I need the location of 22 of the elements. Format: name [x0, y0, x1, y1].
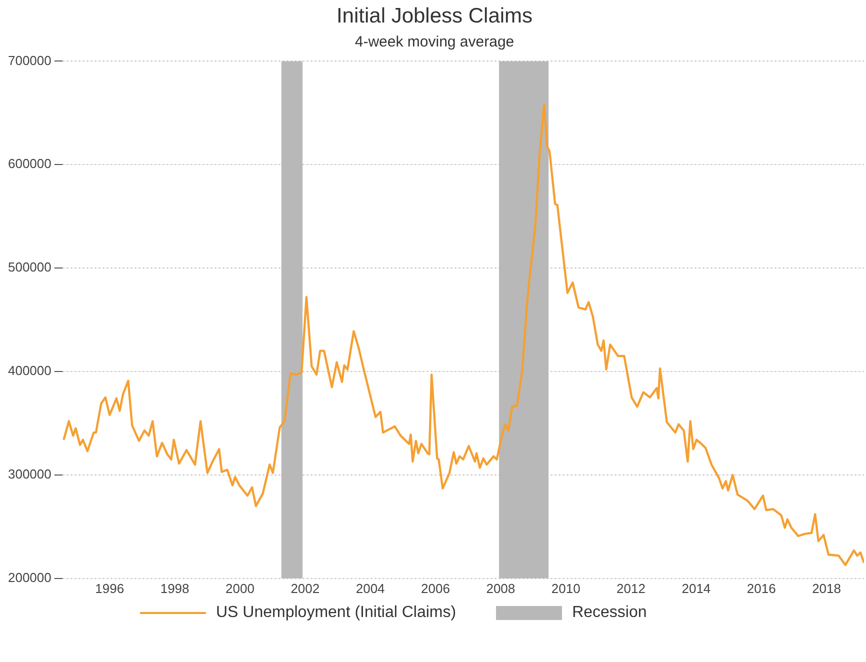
- y-tick-label: 200000: [8, 570, 52, 585]
- x-tick-label: 2010: [551, 580, 580, 596]
- y-tick-label: 400000: [8, 363, 52, 378]
- legend-label: Recession: [572, 604, 647, 622]
- chart-subtitle: 4-week moving average: [354, 33, 514, 50]
- x-tick-label: 2018: [812, 580, 841, 596]
- y-tick-label: 600000: [8, 156, 52, 172]
- x-tick-label: 2008: [486, 580, 516, 596]
- x-tick-label: 2014: [682, 580, 711, 596]
- x-tick-label: 2000: [226, 580, 254, 596]
- x-tick-label: 1996: [95, 580, 124, 596]
- x-tick-label: 2002: [290, 580, 320, 596]
- x-tick-label: 2016: [746, 580, 776, 596]
- y-tick-label: 300000: [8, 466, 52, 482]
- x-tick-label: 2004: [356, 580, 385, 596]
- x-tick-label: 2006: [421, 580, 450, 596]
- y-tick-label: 500000: [8, 260, 52, 275]
- legend-label: US Unemployment (Initial Claims): [216, 604, 456, 622]
- chart-title: Initial Jobless Claims: [336, 4, 533, 28]
- x-tick-label: 2012: [616, 580, 646, 596]
- y-tick-label: 700000: [8, 52, 52, 68]
- x-tick-label: 1998: [160, 580, 190, 596]
